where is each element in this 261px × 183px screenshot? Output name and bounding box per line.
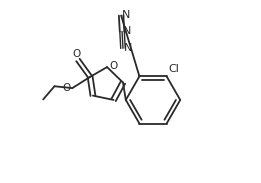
Text: N: N xyxy=(123,26,131,36)
Text: O: O xyxy=(72,49,81,59)
Text: N: N xyxy=(122,10,130,20)
Text: N: N xyxy=(124,43,132,53)
Text: O: O xyxy=(63,83,71,93)
Text: O: O xyxy=(109,61,117,71)
Text: Cl: Cl xyxy=(169,64,179,74)
